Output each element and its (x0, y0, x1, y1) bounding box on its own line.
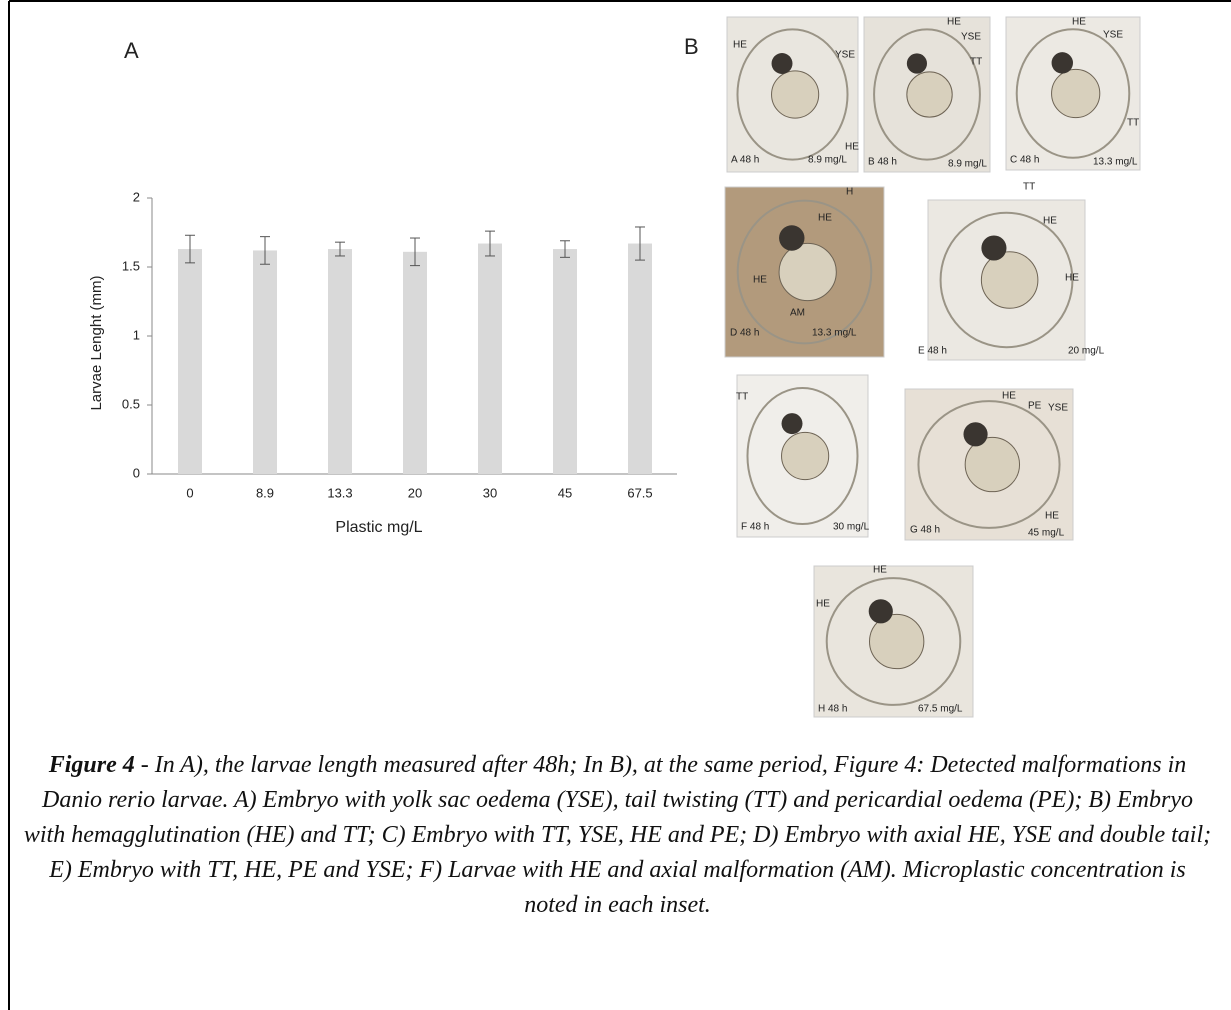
eye (907, 53, 927, 73)
inset-annotation: HE (733, 40, 747, 51)
panel-label: A (124, 38, 139, 63)
inset-annotation: AM (790, 308, 805, 319)
eye (779, 225, 804, 250)
eye (869, 599, 893, 623)
inset-concentration: 67.5 mg/L (918, 704, 963, 715)
x-tick-label: 30 (483, 485, 497, 500)
caption-text: - In A), the larvae length measured afte… (24, 752, 1211, 918)
inset-annotation: HE (845, 142, 859, 153)
inset-concentration: 8.9 mg/L (948, 159, 987, 170)
inset-annotation: HE (1002, 391, 1016, 402)
inset-time: D 48 h (730, 328, 759, 339)
inset-concentration: 45 mg/L (1028, 528, 1065, 539)
bar (253, 250, 277, 474)
inset-annotation: H (846, 187, 853, 198)
inset-annotation: HE (818, 213, 832, 224)
y-tick-label: 2 (133, 189, 140, 204)
yolk (772, 71, 819, 118)
y-tick-label: 1.5 (122, 258, 140, 273)
inset-time: H 48 h (818, 704, 847, 715)
eye (1052, 52, 1073, 73)
panel-label: B (684, 34, 699, 59)
x-tick-label: 0 (186, 485, 193, 500)
inset-annotation: HE (1043, 216, 1057, 227)
inset-concentration: 20 mg/L (1068, 346, 1105, 357)
eye (981, 235, 1006, 260)
yolk (782, 432, 829, 479)
inset-time: B 48 h (868, 157, 897, 168)
y-tick-label: 0 (133, 465, 140, 480)
inset-annotation: HE (947, 17, 961, 28)
bar (628, 244, 652, 474)
page: A B Larvae Lenght (mm) Plastic mg/L HEYS… (0, 0, 1231, 1010)
inset-time: F 48 h (741, 522, 769, 533)
inset-time: G 48 h (910, 525, 940, 536)
inset-annotation: TT (736, 392, 748, 403)
inset-time: A 48 h (731, 155, 759, 166)
inset-time: C 48 h (1010, 155, 1039, 166)
yolk (981, 252, 1038, 309)
inset-concentration: 13.3 mg/L (812, 328, 857, 339)
caption-label: Figure 4 (49, 752, 135, 778)
x-tick-label: 67.5 (627, 485, 652, 500)
inset-concentration: 30 mg/L (833, 522, 870, 533)
inset-annotation: YSE (835, 50, 855, 61)
y-tick-label: 0.5 (122, 396, 140, 411)
inset-annotation: HE (873, 565, 887, 576)
inset-time: E 48 h (918, 346, 947, 357)
bar (403, 252, 427, 474)
yolk (779, 243, 836, 300)
x-tick-label: 20 (408, 485, 422, 500)
inset-annotation: HE (753, 275, 767, 286)
bar (478, 244, 502, 474)
inset-annotation: HE (1072, 17, 1086, 28)
inset-annotation: TT (1127, 118, 1139, 129)
y-axis-label: Larvae Lenght (mm) (88, 275, 105, 410)
inset-concentration: 8.9 mg/L (808, 155, 847, 166)
inset-annotation: YSE (961, 32, 981, 43)
bar (178, 249, 202, 474)
bar (328, 249, 352, 474)
inset-annotation: HE (1065, 273, 1079, 284)
bar (553, 249, 577, 474)
x-tick-label: 13.3 (327, 485, 352, 500)
eye (963, 422, 987, 446)
caption: Figure 4 - In A), the larvae length meas… (20, 748, 1215, 923)
inset-annotation: TT (1023, 182, 1035, 193)
inset-annotation: HE (816, 599, 830, 610)
x-axis-label: Plastic mg/L (335, 519, 422, 536)
y-tick-label: 1 (133, 327, 140, 342)
inset-concentration: 13.3 mg/L (1093, 157, 1138, 168)
eye (782, 413, 803, 434)
inset-annotation: TT (970, 57, 982, 68)
x-tick-label: 45 (558, 485, 572, 500)
eye (772, 53, 793, 74)
inset-annotation: PE (1028, 401, 1042, 412)
inset-annotation: HE (1045, 511, 1059, 522)
inset-annotation: YSE (1048, 403, 1068, 414)
inset-annotation: YSE (1103, 30, 1123, 41)
x-tick-label: 8.9 (256, 485, 274, 500)
yolk (907, 72, 952, 117)
yolk (1052, 69, 1100, 117)
